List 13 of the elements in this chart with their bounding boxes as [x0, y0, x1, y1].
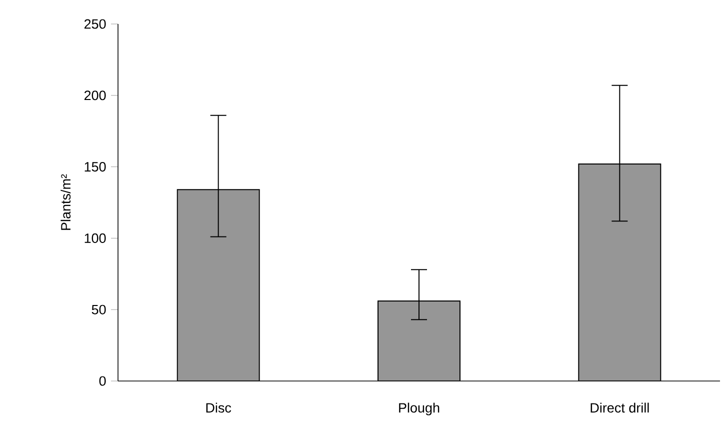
- bar: [378, 300, 460, 381]
- y-tick-label: 100: [84, 233, 106, 243]
- bar: [578, 163, 662, 381]
- y-tick-label: 50: [92, 304, 106, 314]
- y-tick-label: 0: [99, 376, 106, 386]
- y-tick-label: 250: [84, 19, 106, 29]
- y-tick-label: 200: [84, 90, 106, 100]
- x-tick-label: Disc: [206, 402, 232, 413]
- y-tick-label: 150: [84, 162, 106, 172]
- bar: [176, 189, 260, 381]
- y-axis-title: Plants/m²: [60, 174, 71, 230]
- x-tick-label: Plough: [399, 402, 440, 416]
- x-tick-label: Direct drill: [590, 402, 649, 413]
